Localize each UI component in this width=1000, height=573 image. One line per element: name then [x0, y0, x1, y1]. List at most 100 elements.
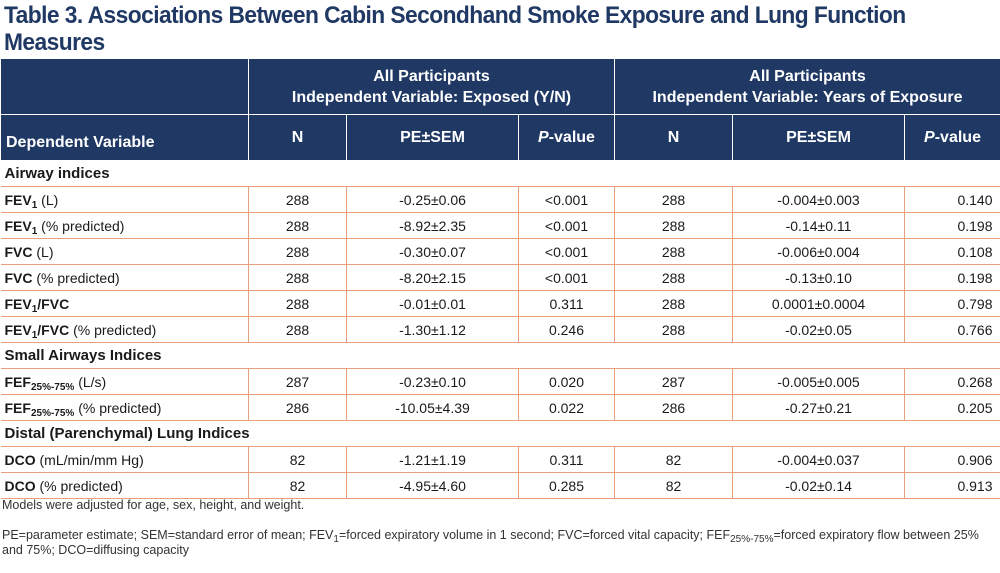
- header-pe-2: PE±SEM: [732, 114, 905, 161]
- header-n-1: N: [248, 114, 347, 161]
- variable-cell: DCO (mL/min/mm Hg): [0, 446, 249, 473]
- n-cell: 82: [614, 446, 733, 473]
- variable-cell: FVC (L): [0, 238, 249, 265]
- pe-cell: -8.92±2.35: [346, 212, 519, 239]
- variable-name-suffix: /FVC: [37, 321, 70, 338]
- variable-unit: (% predicted): [69, 321, 157, 338]
- variable-name: FEV: [4, 191, 32, 208]
- variable-cell: DCO (% predicted): [0, 472, 249, 499]
- variable-name: FEF: [4, 399, 31, 416]
- pe-cell: -0.005±0.005: [732, 368, 905, 395]
- variable-unit: (L/s): [74, 373, 107, 390]
- n-cell: 288: [248, 238, 347, 265]
- table-row: FVC (L) 288 -0.30±0.07 <0.001 288 -0.006±0.00…: [0, 238, 1000, 265]
- pe-cell: -0.13±0.10: [732, 264, 905, 291]
- pe-cell: -1.21±1.19: [346, 446, 519, 473]
- pe-cell: -0.006±0.004: [732, 238, 905, 265]
- pe-cell: -4.95±4.60: [346, 472, 519, 499]
- n-cell: 288: [248, 290, 347, 317]
- variable-cell: FVC (% predicted): [0, 264, 249, 291]
- p-value-cell: 0.311: [518, 446, 615, 473]
- p-value-cell: 0.906: [904, 446, 1000, 473]
- header-n-2: N: [614, 114, 733, 161]
- variable-subscript: 25%-75%: [30, 407, 75, 419]
- pe-cell: -0.14±0.11: [732, 212, 905, 239]
- p-value-cell: 0.020: [518, 368, 615, 395]
- p-value-cell: 0.246: [518, 316, 615, 343]
- variable-unit: (mL/min/mm Hg): [35, 451, 144, 468]
- variable-cell: FEV1 (L): [0, 186, 249, 213]
- header-group-years: All Participants Independent Variable: Y…: [613, 58, 1000, 115]
- pe-cell: -0.02±0.05: [732, 316, 905, 343]
- variable-name: FEV: [4, 217, 32, 234]
- pe-cell: -0.02±0.14: [732, 472, 905, 499]
- section-row: Airway indices: [0, 160, 1000, 187]
- p-value-cell: 0.022: [518, 394, 615, 421]
- p-value-cell: 0.798: [904, 290, 1000, 317]
- p-value-cell: 0.198: [904, 264, 1000, 291]
- p-value-cell: 0.311: [518, 290, 615, 317]
- section-label: Distal (Parenchymal) Lung Indices: [0, 420, 1000, 447]
- results-table: All Participants Independent Variable: E…: [0, 58, 1000, 499]
- n-cell: 82: [248, 472, 347, 499]
- table-row: FEF25%-75% (L/s) 287 -0.23±0.10 0.020 287 -0.…: [0, 368, 1000, 395]
- p-value-cell: <0.001: [518, 264, 615, 291]
- p-value-cell: <0.001: [518, 238, 615, 265]
- table-row: FEF25%-75% (% predicted) 286 -10.05±4.39 0.…: [0, 394, 1000, 421]
- n-cell: 286: [614, 394, 733, 421]
- table-row: DCO (mL/min/mm Hg) 82 -1.21±1.19 0.311 82 -0.…: [0, 446, 1000, 473]
- header-group-exposed: All Participants Independent Variable: E…: [248, 58, 615, 115]
- p-value-cell: 0.913: [904, 472, 1000, 499]
- pe-cell: -0.27±0.21: [732, 394, 905, 421]
- pe-cell: -8.20±2.15: [346, 264, 519, 291]
- section-row: Distal (Parenchymal) Lung Indices: [0, 420, 1000, 447]
- pe-cell: -0.30±0.07: [346, 238, 519, 265]
- variable-name: DCO: [4, 477, 36, 494]
- variable-subscript: 1: [31, 225, 38, 237]
- section-label: Small Airways Indices: [0, 342, 1000, 369]
- pe-cell: -0.23±0.10: [346, 368, 519, 395]
- header-p-2: P-value: [903, 114, 1000, 161]
- variable-name: FEF: [4, 373, 31, 390]
- p-value-cell: 0.766: [904, 316, 1000, 343]
- n-cell: 287: [248, 368, 347, 395]
- pe-cell: -1.30±1.12: [346, 316, 519, 343]
- variable-unit: (% predicted): [35, 477, 123, 494]
- pe-cell: -10.05±4.39: [346, 394, 519, 421]
- section-label: Airway indices: [0, 160, 1000, 187]
- footnote-abbreviations: PE=parameter estimate; SEM=standard erro…: [2, 528, 979, 557]
- n-cell: 288: [248, 186, 347, 213]
- variable-cell: FEV1 (% predicted): [0, 212, 249, 239]
- variable-cell: FEF25%-75% (L/s): [0, 368, 249, 395]
- variable-unit: (L): [32, 243, 54, 260]
- n-cell: 288: [614, 290, 733, 317]
- n-cell: 82: [248, 446, 347, 473]
- p-value-cell: 0.140: [904, 186, 1000, 213]
- variable-subscript: 1: [31, 329, 38, 341]
- header-pe-1: PE±SEM: [346, 114, 519, 161]
- group2-line1: All Participants: [749, 67, 866, 85]
- n-cell: 288: [614, 212, 733, 239]
- variable-subscript: 25%-75%: [30, 381, 75, 393]
- header-dependent-variable: Dependent Variable: [0, 114, 249, 161]
- p-value-cell: 0.198: [904, 212, 1000, 239]
- n-cell: 288: [248, 212, 347, 239]
- variable-name-suffix: /FVC: [37, 295, 70, 312]
- p-value-cell: 0.285: [518, 472, 615, 499]
- group2-line2: Independent Variable: Years of Exposure: [652, 88, 963, 106]
- table-row: DCO (% predicted) 82 -4.95±4.60 0.285 82 -0.0…: [0, 472, 1000, 499]
- variable-name: DCO: [4, 451, 36, 468]
- group1-line1: All Participants: [373, 67, 490, 85]
- variable-subscript: 1: [31, 199, 38, 211]
- variable-name: FEV: [4, 321, 32, 338]
- variable-cell: FEF25%-75% (% predicted): [0, 394, 249, 421]
- table-row: FEV1 (% predicted) 288 -8.92±2.35 <0.001 288…: [0, 212, 1000, 239]
- variable-name: FVC: [4, 269, 33, 286]
- table-row: FEV1/FVC (% predicted) 288 -1.30±1.12 0.246…: [0, 316, 1000, 343]
- pe-cell: -0.01±0.01: [346, 290, 519, 317]
- variable-unit: (% predicted): [32, 269, 120, 286]
- p-value-cell: 0.205: [904, 394, 1000, 421]
- group1-line2: Independent Variable: Exposed (Y/N): [291, 88, 572, 106]
- p-value-cell: 0.268: [904, 368, 1000, 395]
- variable-unit: (% predicted): [37, 217, 125, 234]
